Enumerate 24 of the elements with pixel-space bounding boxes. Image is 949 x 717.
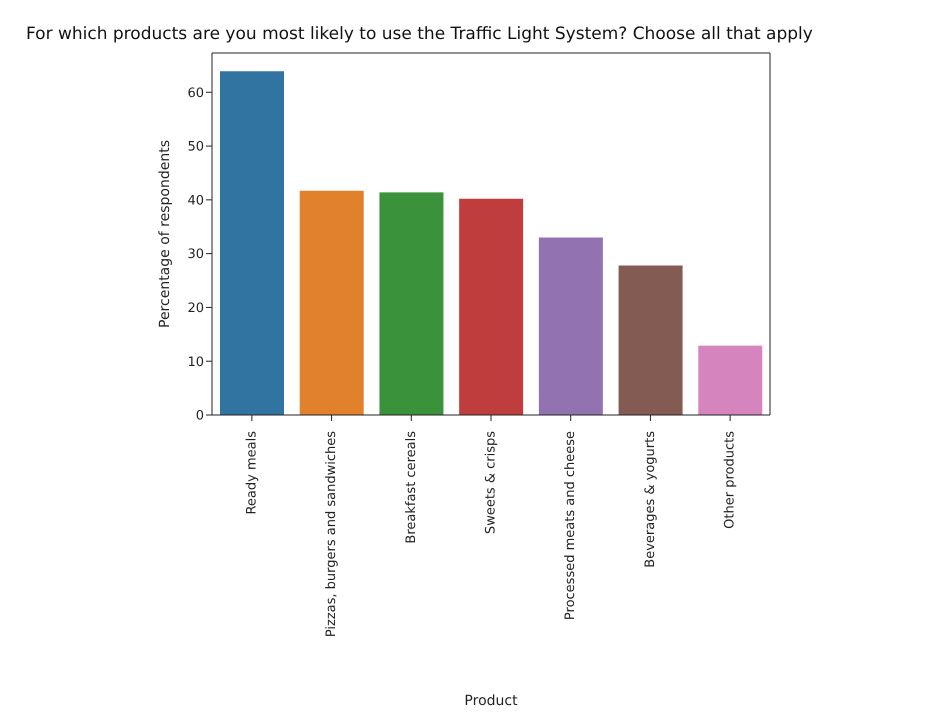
- x-tick-label: Other products: [722, 430, 738, 529]
- y-tick-label: 10: [187, 354, 204, 370]
- bar: [220, 71, 284, 415]
- x-tick-label: Sweets & crisps: [484, 430, 498, 534]
- x-tick-label: Processed meats and cheese: [563, 431, 578, 620]
- y-tick-label: 20: [187, 301, 204, 316]
- bar: [300, 190, 364, 415]
- x-axis-title: Product: [464, 693, 518, 709]
- x-tick-label: Beverages & yogurts: [642, 430, 658, 568]
- y-tick-label: 40: [187, 193, 204, 208]
- y-axis-title: Percentage of respondents: [156, 140, 173, 328]
- x-tick-label: Pizzas, burgers and sandwiches: [324, 430, 340, 638]
- y-tick-label: 30: [187, 247, 204, 262]
- bar: [379, 192, 444, 415]
- x-tick-label: Ready meals: [244, 430, 260, 515]
- y-tick-label: 60: [187, 86, 204, 101]
- bar: [618, 265, 683, 415]
- x-tick-label: Breakfast cereals: [404, 430, 419, 544]
- y-tick-label: 50: [187, 140, 204, 155]
- chart-title: For which products are you most likely to use the Traffic Light System? Choose all that apply: [26, 24, 813, 44]
- bar: [538, 237, 603, 415]
- bar: [698, 346, 762, 415]
- bar: [459, 198, 524, 415]
- y-tick-label: 0: [196, 408, 204, 424]
